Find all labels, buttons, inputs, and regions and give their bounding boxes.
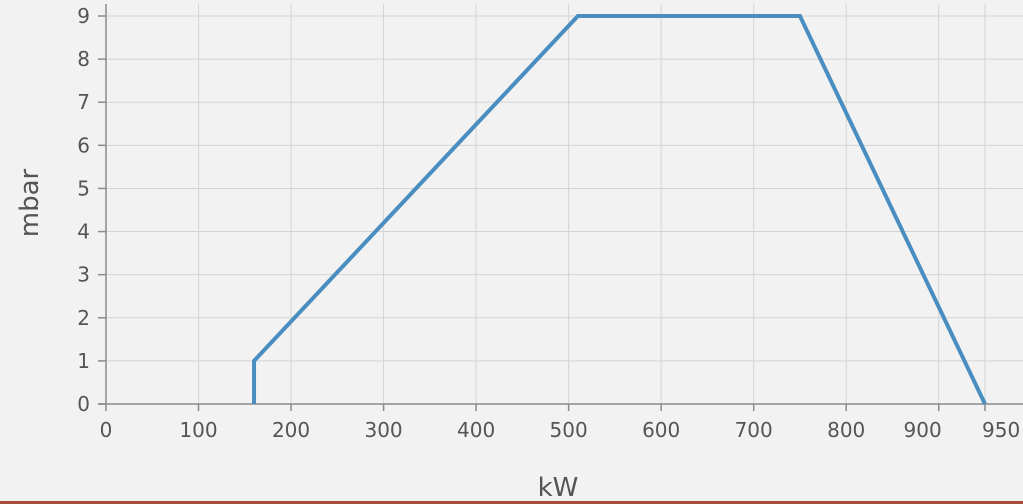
x-tick-label: 900 — [904, 418, 942, 442]
y-tick-label: 0 — [77, 392, 90, 416]
x-tick-label: 300 — [364, 418, 402, 442]
series-line — [252, 14, 987, 405]
y-tick-label: 5 — [77, 176, 90, 200]
plot-series — [252, 14, 987, 405]
x-tick-label: 200 — [272, 418, 310, 442]
x-axis-title: kW — [538, 473, 579, 503]
x-tick-label: 700 — [735, 418, 773, 442]
ticks: 0 100 200 300 400 500 600 700 800 900 950 0 1 2 3 4 5 6 7 8… — [77, 4, 1020, 442]
y-tick-label: 2 — [77, 306, 90, 330]
bottom-border — [0, 501, 1023, 504]
y-tick-label: 6 — [77, 133, 90, 157]
x-tick-label: 100 — [179, 418, 217, 442]
y-tick-label: 3 — [77, 263, 90, 287]
x-tick-label: 950 — [982, 418, 1020, 442]
axes — [98, 4, 1023, 405]
y-axis-title: mbar — [15, 168, 45, 237]
y-tick-label: 4 — [77, 220, 90, 244]
y-tick-label: 9 — [77, 4, 90, 28]
grid — [106, 4, 1023, 404]
x-tick-label: 800 — [827, 418, 865, 442]
x-tick-label: 600 — [642, 418, 680, 442]
y-tick-label: 7 — [77, 90, 90, 114]
y-tick-label: 8 — [77, 47, 90, 71]
y-tick-label: 1 — [77, 349, 90, 373]
x-tick-label: 500 — [550, 418, 588, 442]
x-tick-label: 0 — [100, 418, 113, 442]
x-tick-label: 400 — [457, 418, 495, 442]
